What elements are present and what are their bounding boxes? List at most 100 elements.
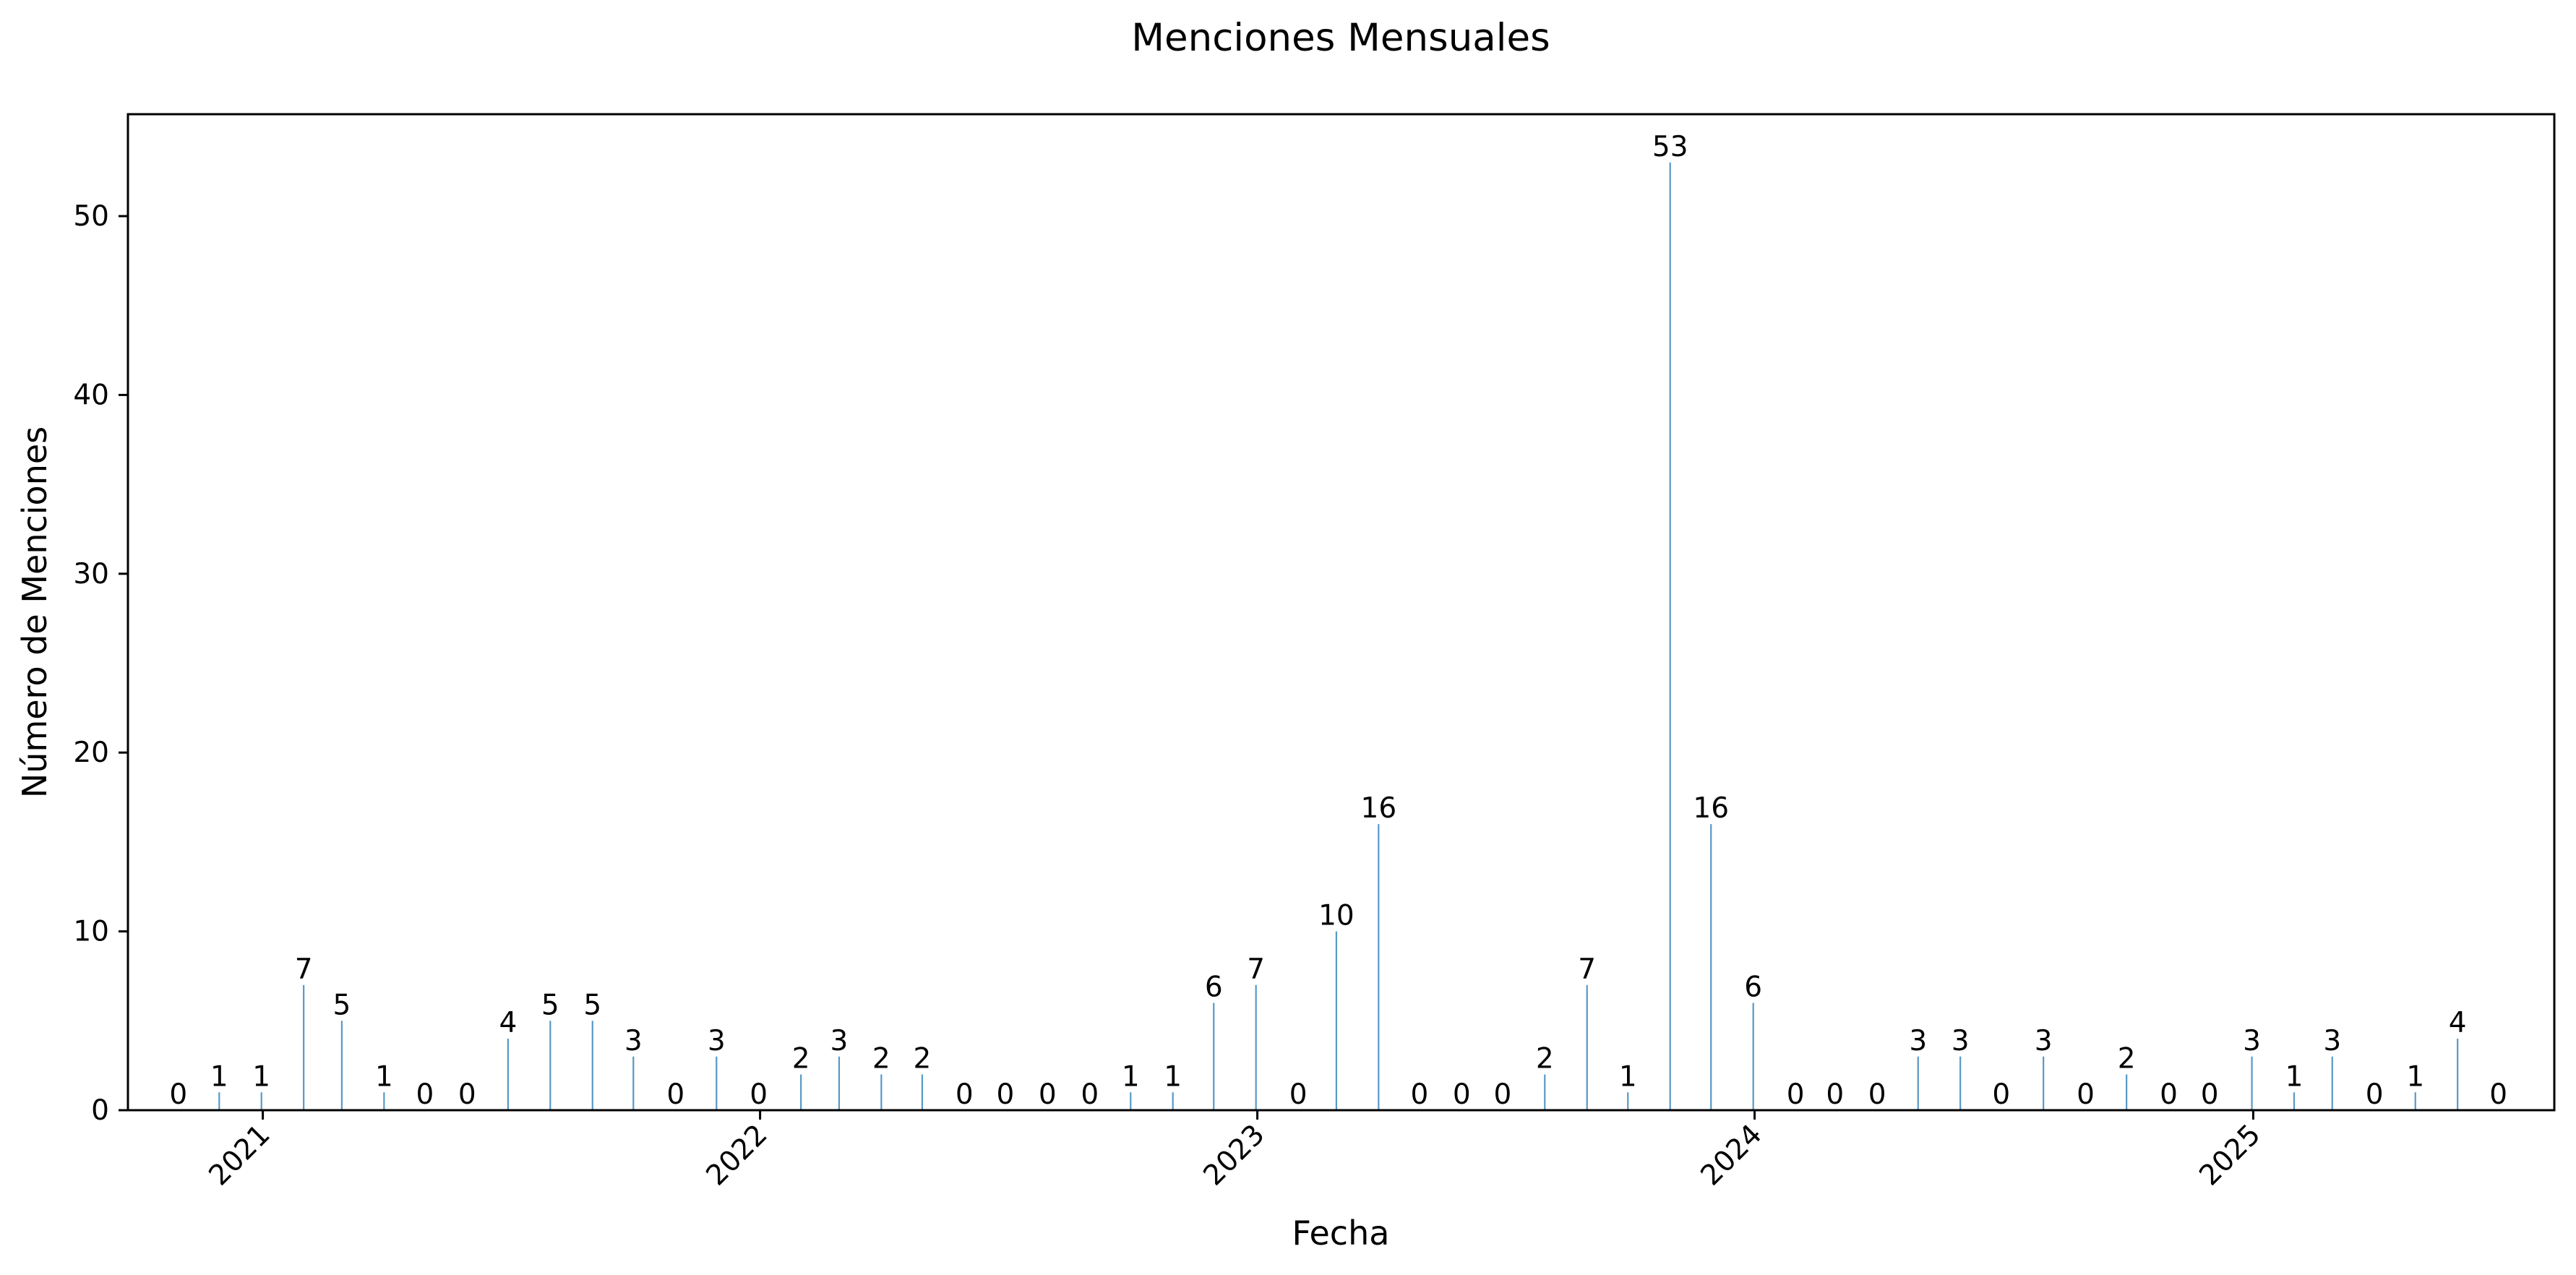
data-label-2023-03: 16 bbox=[1361, 792, 1397, 825]
bar-2025-01 bbox=[2293, 1092, 2296, 1110]
data-label-2024-06: 0 bbox=[1992, 1078, 2010, 1111]
y-axis: 0 10 20 30 40 50 bbox=[73, 200, 128, 1127]
data-label-2025-01: 1 bbox=[2285, 1060, 2304, 1093]
data-label-2023-06: 0 bbox=[1493, 1078, 1511, 1111]
data-label-2025-04: 1 bbox=[2406, 1060, 2424, 1093]
bar-2022-12 bbox=[1255, 984, 1257, 1110]
bar-2021-08 bbox=[591, 1021, 593, 1110]
data-label-2025-05: 4 bbox=[2449, 1007, 2467, 1039]
bar-2023-12 bbox=[1752, 1003, 1754, 1110]
data-label-2023-10: 53 bbox=[1652, 131, 1688, 163]
bar-2024-09 bbox=[2126, 1074, 2128, 1110]
y-tick-label-50: 50 bbox=[73, 200, 109, 233]
data-label-2021-08: 5 bbox=[583, 989, 601, 1021]
x-axis: 2021 2022 2023 2024 2025 bbox=[203, 1110, 2267, 1192]
data-label-2025-02: 3 bbox=[2323, 1025, 2341, 1057]
data-label-2022-11: 6 bbox=[1205, 971, 1223, 1004]
y-tick-label-0: 0 bbox=[91, 1094, 109, 1127]
data-label-2021-02: 5 bbox=[333, 989, 351, 1021]
data-label-2023-09: 1 bbox=[1619, 1060, 1637, 1093]
bar-2022-01 bbox=[800, 1074, 802, 1110]
data-label-2022-10: 1 bbox=[1164, 1060, 1182, 1093]
bar-2020-12 bbox=[260, 1092, 262, 1110]
data-label-2021-01: 7 bbox=[295, 953, 313, 986]
bar-2024-12 bbox=[2251, 1056, 2253, 1110]
data-label-2020-10: 0 bbox=[169, 1078, 187, 1111]
data-label-2021-11: 3 bbox=[708, 1025, 726, 1057]
bar-2022-02 bbox=[838, 1056, 841, 1110]
bar-2023-11 bbox=[1710, 824, 1712, 1110]
data-label-2025-06: 0 bbox=[2489, 1078, 2507, 1111]
bar-2023-07 bbox=[1544, 1074, 1546, 1110]
bar-2023-03 bbox=[1378, 824, 1380, 1110]
bar-2021-09 bbox=[632, 1056, 635, 1110]
data-label-2023-07: 2 bbox=[1536, 1043, 1554, 1076]
data-label-2024-10: 0 bbox=[2160, 1078, 2178, 1111]
data-label-2023-02: 10 bbox=[1318, 900, 1354, 932]
data-label-2024-11: 0 bbox=[2201, 1078, 2219, 1111]
bar-2022-10 bbox=[1172, 1092, 1174, 1110]
data-label-2024-01: 0 bbox=[1787, 1078, 1805, 1111]
data-label-2025-03: 0 bbox=[2366, 1078, 2384, 1111]
data-label-2023-05: 0 bbox=[1453, 1078, 1471, 1111]
data-label-2022-07: 0 bbox=[1039, 1078, 1057, 1111]
data-label-2024-09: 2 bbox=[2118, 1043, 2136, 1076]
bar-2020-11 bbox=[218, 1092, 220, 1110]
data-label-2024-07: 3 bbox=[2035, 1025, 2053, 1057]
bar-2022-09 bbox=[1130, 1092, 1132, 1110]
bar-2021-11 bbox=[716, 1056, 718, 1110]
data-label-2021-03: 1 bbox=[375, 1060, 393, 1093]
data-label-2021-05: 0 bbox=[458, 1078, 476, 1111]
bar-2023-09 bbox=[1627, 1092, 1629, 1110]
data-label-2022-03: 2 bbox=[872, 1043, 890, 1076]
data-label-2024-02: 0 bbox=[1826, 1078, 1844, 1111]
bar-2023-10 bbox=[1669, 162, 1671, 1110]
data-label-2022-05: 0 bbox=[956, 1078, 974, 1111]
data-label-2022-04: 2 bbox=[913, 1043, 931, 1076]
x-axis-label: Fecha bbox=[1292, 1214, 1390, 1253]
bar-2021-03 bbox=[383, 1092, 385, 1110]
x-tick-label-2021: 2021 bbox=[203, 1118, 277, 1192]
data-label-2022-06: 0 bbox=[996, 1078, 1014, 1111]
data-label-2024-08: 0 bbox=[2077, 1078, 2095, 1111]
data-label-2024-04: 3 bbox=[1909, 1025, 1927, 1057]
bar-2023-02 bbox=[1335, 931, 1337, 1110]
bar-2021-06 bbox=[507, 1039, 509, 1110]
bar-2024-07 bbox=[2043, 1056, 2045, 1110]
data-label-2024-05: 3 bbox=[1952, 1025, 1970, 1057]
chart-title: Menciones Mensuales bbox=[1131, 16, 1550, 60]
bar-2022-11 bbox=[1213, 1003, 1215, 1110]
data-label-2022-12: 7 bbox=[1247, 953, 1265, 986]
data-label-2022-02: 3 bbox=[830, 1025, 849, 1057]
bar-2022-03 bbox=[880, 1074, 883, 1110]
bar-2021-02 bbox=[340, 1021, 343, 1110]
x-tick-label-2022: 2022 bbox=[700, 1118, 774, 1192]
bar-2021-01 bbox=[303, 984, 305, 1110]
y-tick-label-10: 10 bbox=[73, 916, 109, 948]
bar-2021-07 bbox=[549, 1021, 551, 1110]
data-label-2023-04: 0 bbox=[1410, 1078, 1428, 1111]
data-label-2022-08: 0 bbox=[1081, 1078, 1099, 1111]
bar-2024-04 bbox=[1917, 1056, 1919, 1110]
data-label-2022-01: 2 bbox=[792, 1043, 810, 1076]
data-label-2024-12: 3 bbox=[2243, 1025, 2261, 1057]
y-tick-label-40: 40 bbox=[73, 379, 109, 411]
x-tick-label-2024: 2024 bbox=[1695, 1118, 1769, 1192]
data-label-2020-11: 1 bbox=[210, 1060, 228, 1093]
data-label-2021-06: 4 bbox=[499, 1007, 517, 1039]
x-tick-label-2025: 2025 bbox=[2193, 1118, 2267, 1192]
data-label-2024-03: 0 bbox=[1868, 1078, 1886, 1111]
data-label-2020-12: 1 bbox=[252, 1060, 270, 1093]
plot-area-frame bbox=[126, 113, 2556, 1112]
bar-2025-05 bbox=[2457, 1039, 2459, 1110]
data-label-2023-12: 6 bbox=[1744, 971, 1762, 1004]
data-label-2023-11: 16 bbox=[1693, 792, 1729, 825]
data-label-2021-09: 3 bbox=[624, 1025, 643, 1057]
y-tick-label-30: 30 bbox=[73, 558, 109, 591]
data-label-2021-04: 0 bbox=[416, 1078, 434, 1111]
bar-2025-02 bbox=[2331, 1056, 2333, 1110]
y-axis-label: Número de Menciones bbox=[15, 426, 54, 798]
bar-2022-04 bbox=[921, 1074, 923, 1110]
